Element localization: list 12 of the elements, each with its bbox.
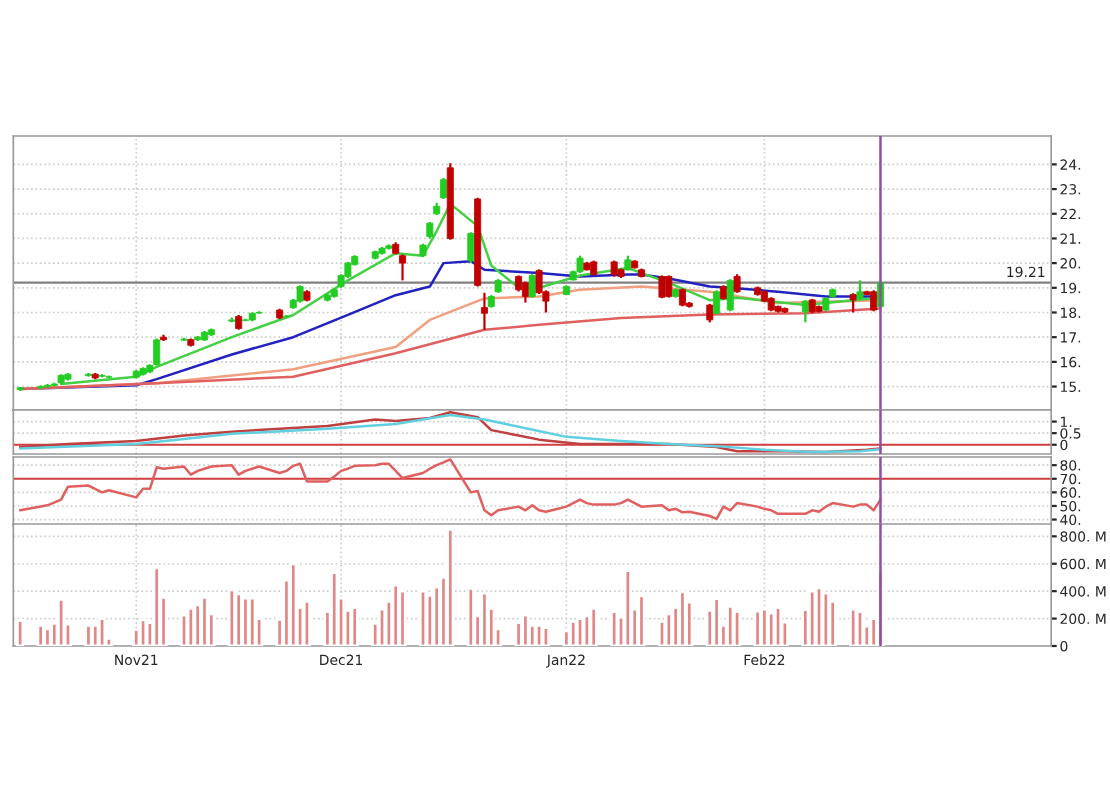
candlestick (665, 274, 673, 299)
candlestick (399, 253, 407, 282)
candlestick (467, 231, 475, 265)
candlestick (480, 291, 488, 331)
candlestick (801, 299, 809, 324)
candlestick (439, 176, 447, 201)
candlestick (153, 337, 161, 367)
candlestick (733, 273, 741, 294)
candlestick (849, 292, 857, 314)
candlestick (856, 279, 864, 301)
line-series (18, 458, 882, 521)
candlestick (726, 278, 734, 313)
